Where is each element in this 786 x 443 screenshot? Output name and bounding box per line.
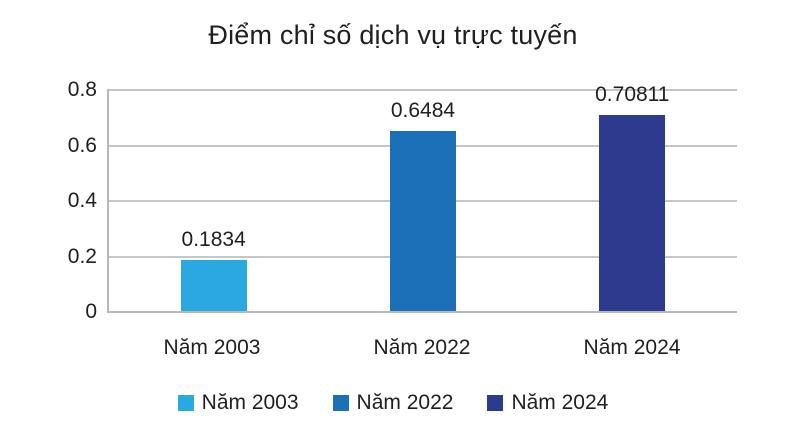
y-tick-label: 0.6	[67, 133, 97, 157]
gridline-0.8	[109, 89, 737, 91]
x-axis-label-Năm 2022: Năm 2022	[373, 336, 471, 359]
legend-item-Năm 2022: Năm 2022	[332, 391, 454, 415]
legend-swatch-icon	[332, 395, 349, 411]
bar-Năm 2003	[180, 260, 247, 311]
bar-slot-Năm 2003: 0.1834	[109, 89, 318, 311]
x-axis: Năm 2003 Năm 2022 Năm 2024	[107, 336, 737, 360]
legend-label: Năm 2003	[201, 391, 299, 414]
legend-label: Năm 2024	[511, 391, 609, 414]
legend-swatch-icon	[177, 395, 194, 411]
legend-item-Năm 2003: Năm 2003	[177, 391, 299, 415]
bar-slot-Năm 2022: 0.6484	[318, 89, 527, 311]
x-axis-label-Năm 2024: Năm 2024	[583, 336, 681, 359]
x-axis-label-Năm 2003: Năm 2003	[163, 336, 261, 359]
y-tick-label: 0.4	[67, 189, 97, 212]
bar-value-label: 0.70811	[595, 82, 670, 106]
legend-label: Năm 2022	[356, 391, 454, 414]
y-tick-label: 0.2	[67, 244, 97, 268]
bar-slot-Năm 2024: 0.70811	[528, 83, 737, 311]
bar-value-label: 0.6484	[390, 99, 456, 123]
legend-item-Năm 2024: Năm 2024	[487, 391, 608, 415]
bar-Năm 2022	[389, 131, 456, 311]
chart-title: Điểm chỉ số dịch vụ trực tuyến	[208, 20, 578, 50]
bar-Năm 2024	[599, 114, 666, 311]
y-tick-label: 0	[85, 300, 97, 323]
y-tick-label: 0.8	[67, 78, 97, 101]
legend: Năm 2003 Năm 2022 Năm 2024	[0, 391, 786, 415]
plot-area: 0.1834 0.6484 0.70811	[107, 83, 737, 313]
bar-value-label: 0.1834	[181, 228, 246, 252]
legend-swatch-icon	[487, 395, 504, 411]
